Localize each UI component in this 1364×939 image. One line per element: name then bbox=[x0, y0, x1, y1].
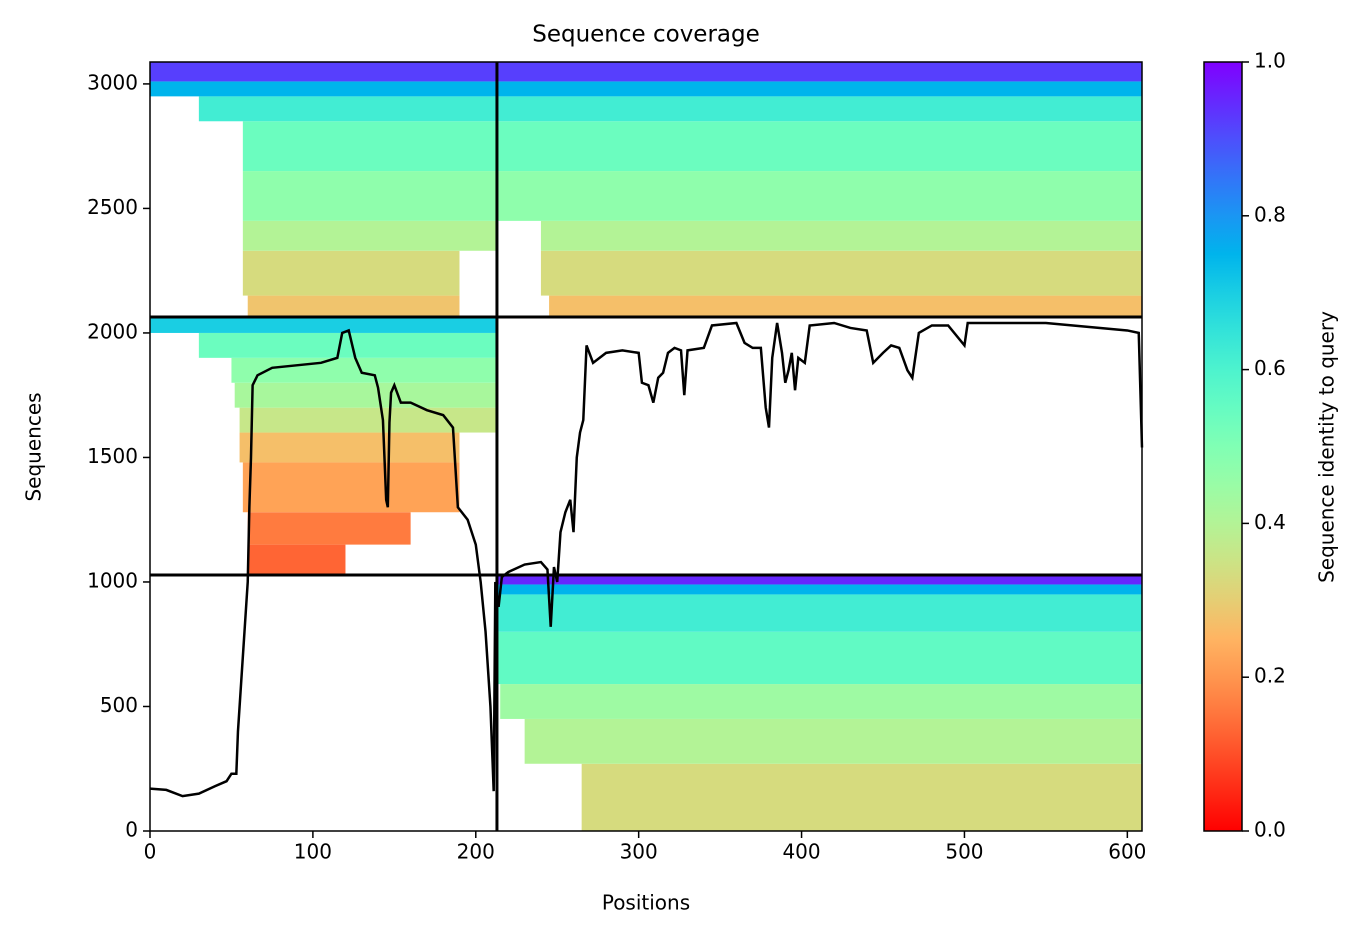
identity-band bbox=[496, 631, 1142, 685]
identity-band bbox=[239, 407, 497, 433]
identity-band bbox=[150, 317, 497, 333]
identity-band bbox=[234, 382, 497, 408]
identity-band bbox=[581, 763, 1142, 831]
y-tick-label: 1000 bbox=[87, 568, 138, 592]
y-tick-label: 2500 bbox=[87, 195, 138, 219]
identity-band bbox=[231, 357, 497, 383]
identity-band bbox=[242, 220, 497, 251]
x-tick-label: 600 bbox=[1108, 840, 1146, 864]
identity-band bbox=[198, 96, 1142, 122]
x-axis-label: Positions bbox=[602, 891, 690, 915]
plot-frame bbox=[149, 61, 1143, 832]
identity-band bbox=[247, 512, 411, 545]
identity-band bbox=[242, 462, 460, 513]
identity-band bbox=[150, 81, 1142, 97]
identity-band bbox=[500, 684, 1142, 719]
identity-band bbox=[540, 220, 1142, 251]
colorbar-tick-label: 0.0 bbox=[1254, 818, 1286, 842]
coverage-line bbox=[149, 321, 1144, 798]
identity-band bbox=[150, 62, 1142, 82]
colorbar-label: Sequence identity to query bbox=[1315, 311, 1339, 583]
x-tick-label: 100 bbox=[294, 840, 332, 864]
identity-band bbox=[524, 718, 1142, 764]
identity-band bbox=[549, 295, 1142, 318]
colorbar-tick-label: 0.8 bbox=[1254, 202, 1286, 226]
y-tick-label: 1500 bbox=[87, 444, 138, 468]
chart-title: Sequence coverage bbox=[532, 22, 760, 48]
colorbar-tick-label: 0.4 bbox=[1254, 510, 1286, 534]
y-tick-label: 500 bbox=[100, 693, 138, 717]
colorbar-tick-label: 1.0 bbox=[1254, 49, 1286, 73]
identity-band bbox=[242, 250, 460, 296]
identity-band bbox=[239, 432, 460, 463]
y-axis-label: Sequences bbox=[22, 392, 46, 501]
identity-band bbox=[496, 594, 1142, 632]
identity-band bbox=[540, 250, 1142, 296]
identity-band bbox=[496, 574, 1142, 585]
identity-band bbox=[247, 295, 460, 318]
identity-band bbox=[496, 584, 1142, 595]
identity-band bbox=[198, 332, 497, 358]
identity-band bbox=[242, 121, 1142, 172]
x-tick-label: 300 bbox=[620, 840, 658, 864]
y-tick-label: 0 bbox=[125, 818, 138, 842]
x-tick-label: 0 bbox=[144, 840, 157, 864]
y-tick-label: 2000 bbox=[87, 319, 138, 343]
colorbar-tick-label: 0.6 bbox=[1254, 356, 1286, 380]
x-tick-label: 500 bbox=[945, 840, 983, 864]
colorbar bbox=[1203, 61, 1243, 832]
x-tick-label: 200 bbox=[457, 840, 495, 864]
colorbar-tick-label: 0.2 bbox=[1254, 664, 1286, 688]
x-tick-label: 400 bbox=[782, 840, 820, 864]
identity-band bbox=[247, 544, 346, 575]
y-tick-label: 3000 bbox=[87, 70, 138, 94]
identity-band bbox=[242, 171, 1142, 221]
